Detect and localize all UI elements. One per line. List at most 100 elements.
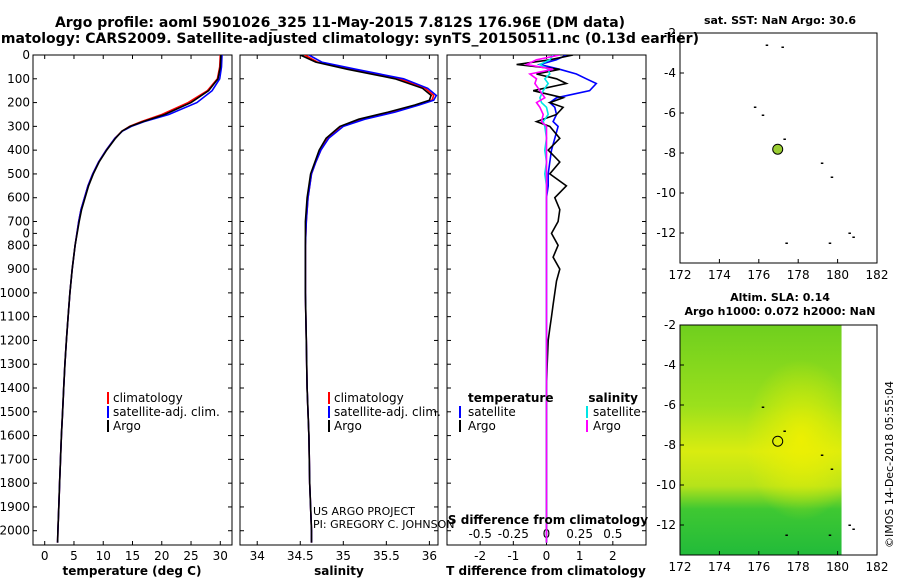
map-y-tick-label: -12 [656,518,676,532]
map-x-tick-label: 176 [747,268,770,282]
temperature-depth-ticks: 0100200300400500600700080090010001100120… [0,48,232,538]
map-y-tick-label: -2 [664,26,676,40]
series-line-climatology [56,55,222,543]
sla-map-ticks: 172 174 176 178 180 182 -2 -4 -6 -8 -10 -12 [656,318,888,574]
series-line-argo [56,55,222,543]
depth-tick-label: 300 [7,119,30,133]
top-tick-label: 0.25 [566,527,593,541]
float-position-marker [772,435,784,447]
x-tick-label: 35.5 [373,549,400,563]
island-mark [761,114,765,116]
legend-label-climatology: climatology [113,391,183,405]
map-x-tick-label: 174 [708,268,731,282]
sst-map-panel: sat. SST: NaN Argo: 30.6 172 174 176 178 180… [656,14,888,282]
legend-label-satellite: satellite-adj. clim. [334,405,441,419]
legend-label-sat-salinity: satellite [593,405,641,419]
depth-tick-label: 200 [7,96,30,110]
x-tick-label: 10 [96,549,111,563]
map-y-tick-label: -4 [664,358,676,372]
top-tick-label: 0.5 [603,527,622,541]
legend-label-satellite: satellite [468,405,516,419]
depth-tick-label: 1700 [0,452,30,466]
legend-label-climatology: climatology [334,391,404,405]
series-line-argo [299,55,433,543]
island-mark [848,524,851,526]
map-y-tick-label: -6 [664,398,676,412]
depth-tick-label: 1200 [0,333,30,347]
island-mark [820,162,824,164]
map-y-tick-label: -2 [664,318,676,332]
island-mark [753,106,757,108]
x-tick-label: -1 [507,549,519,563]
project-note-line-2: PI: GREGORY C. JOHNSON [313,518,454,531]
top-tick-label: -0.25 [498,527,529,541]
salinity-depth-ticks [240,54,438,532]
sst-map-title: sat. SST: NaN Argo: 30.6 [704,14,856,27]
depth-tick-label: 1800 [0,476,30,490]
map-x-tick-label: 174 [708,560,731,574]
sla-map-panel: Altim. SLA: 0.14 Argo h1000: 0.072 h2000… [656,291,888,574]
x-tick-label: 15 [125,549,140,563]
difference-temp-legend: temperature satellite Argo [459,391,553,433]
depth-tick-label: 600 [7,191,30,205]
legend-label-argo: Argo [468,419,496,433]
temperature-lines [56,55,223,543]
series-line-satellite-adj-clim- [304,55,438,543]
x-tick-label: 36 [422,549,437,563]
x-tick-label: 25 [183,549,198,563]
salinity-panel: 34 34.5 35 35.5 36 salinity climatology sate… [239,54,454,578]
series-line-satellite [536,55,598,543]
x-tick-label: 30 [213,549,228,563]
map-y-tick-label: -12 [656,226,676,240]
depth-tick-label: 700 [7,215,30,229]
map-x-tick-label: 182 [866,268,889,282]
imos-credit: ©IMOS 14-Dec-2018 05:55:04 [883,381,896,548]
island-mark [852,236,855,238]
depth-tick-label: 0 [22,48,30,62]
salinity-lines [299,55,438,543]
x-tick-label: 35 [336,549,351,563]
depth-tick-label: 100 [7,72,30,86]
map-y-tick-label: -4 [664,66,676,80]
difference-top-label: S difference from climatology [448,513,648,527]
sla-heatmap-highlight [680,325,842,555]
depth-tick-label: 1600 [0,429,30,443]
map-y-tick-label: -10 [656,186,676,200]
sst-map-ticks: 172 174 176 178 180 182 -2 -4 -6 -8 -10 -12 [656,26,888,282]
map-x-tick-label: 176 [747,560,770,574]
island-mark [781,46,784,48]
map-x-tick-label: 180 [826,560,849,574]
legend-label-argo-salinity: Argo [593,419,621,433]
salinity-xlabel: salinity [314,564,364,578]
difference-lines [516,55,598,543]
temperature-x-ticks: 0 5 10 15 20 25 30 [41,55,228,563]
salinity-legend: climatology satellite-adj. clim. Argo [328,391,441,433]
sst-map-islands [753,44,855,244]
top-tick-label: -0.5 [468,527,491,541]
difference-sal-legend: salinity satellite Argo [586,391,641,433]
series-line-satellite-adj-clim- [56,55,223,543]
x-tick-label: 0 [41,549,49,563]
legend-label-satellite: satellite-adj. clim. [113,405,220,419]
island-mark [828,534,832,536]
x-tick-label: 1 [576,549,584,563]
island-mark [852,528,855,530]
island-mark [830,468,834,470]
map-x-tick-label: 172 [669,560,692,574]
map-x-tick-label: 180 [826,268,849,282]
legend-title-salinity: salinity [588,391,638,405]
sst-map-frame [679,32,878,264]
island-mark [820,454,824,456]
x-tick-label: 2 [609,549,617,563]
temperature-xlabel: temperature (deg C) [63,564,202,578]
map-x-tick-label: 178 [787,268,810,282]
sla-map-islands [761,406,855,536]
depth-tick-label: 1100 [0,310,30,324]
salinity-axes-frame [239,54,439,546]
legend-label-argo: Argo [113,419,141,433]
title-line-1: Argo profile: aoml 5901026_325 11-May-20… [55,15,625,31]
sla-map-frame [679,324,878,556]
depth-tick-label: 900 [7,262,30,276]
island-mark [765,44,769,46]
